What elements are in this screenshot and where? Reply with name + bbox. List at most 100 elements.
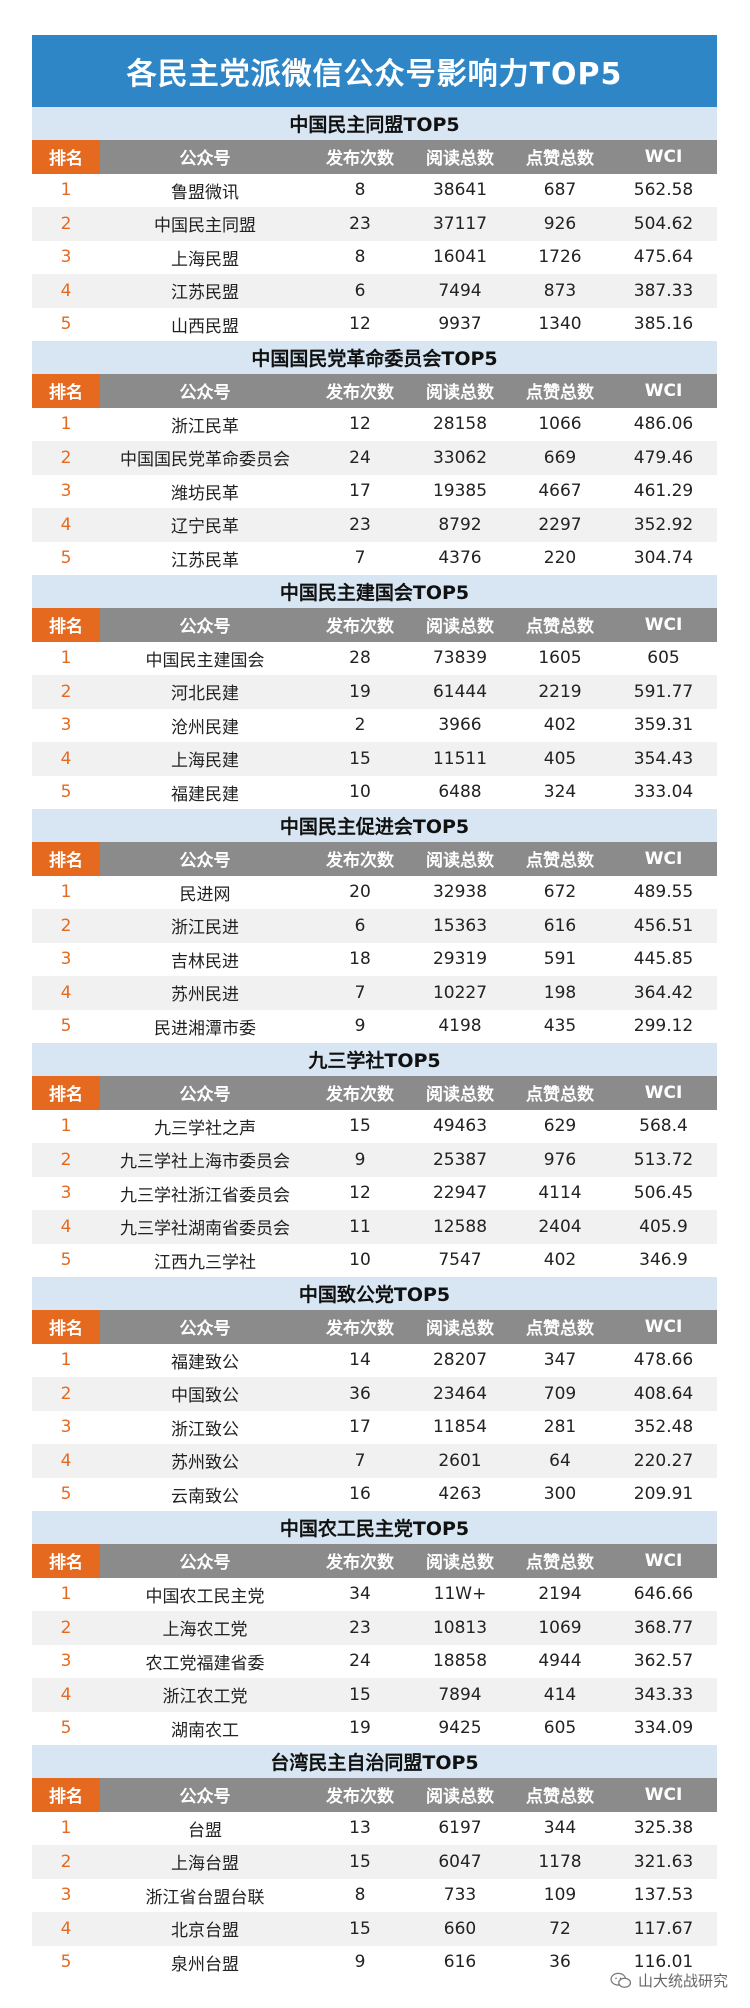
cell-wci: 506.45 xyxy=(633,1183,694,1204)
cell-rank: 3 xyxy=(60,247,72,268)
cell-likes: 435 xyxy=(543,1016,577,1037)
cell-wci: 334.09 xyxy=(633,1718,694,1739)
table-row: 3 九三学社浙江省委员会 12 22947 4114 506.45 xyxy=(32,1177,717,1211)
header-likes: 点赞总数 xyxy=(526,1553,594,1574)
cell-rank: 1 xyxy=(60,1584,72,1605)
cell-likes: 4667 xyxy=(538,481,582,502)
table-header: 排名 公众号 发布次数 阅读总数 点赞总数 WCI xyxy=(32,1310,717,1344)
cell-posts: 34 xyxy=(349,1584,371,1605)
header-posts: 发布次数 xyxy=(326,1553,394,1574)
cell-reads: 2601 xyxy=(438,1450,482,1471)
wechat-icon xyxy=(610,1972,632,1988)
table-row: 3 农工党福建省委 24 18858 4944 362.57 xyxy=(32,1645,717,1679)
table-header: 排名 公众号 发布次数 阅读总数 点赞总数 WCI xyxy=(32,140,717,174)
cell-posts: 7 xyxy=(354,982,366,1003)
cell-wci: 479.46 xyxy=(633,447,694,468)
cell-account: 中国民主同盟 xyxy=(154,216,256,237)
cell-reads: 11854 xyxy=(432,1417,488,1438)
cell-account: 九三学社之声 xyxy=(154,1118,256,1139)
cell-reads: 9425 xyxy=(438,1718,482,1739)
table-row: 3 浙江致公 17 11854 281 352.48 xyxy=(32,1411,717,1445)
cell-likes: 405 xyxy=(543,748,577,769)
header-account: 公众号 xyxy=(179,1553,231,1574)
header-rank: 排名 xyxy=(32,1076,100,1110)
cell-posts: 17 xyxy=(349,481,371,502)
table-row: 3 上海民盟 8 16041 1726 475.64 xyxy=(32,241,717,275)
cell-likes: 2404 xyxy=(538,1216,582,1237)
cell-rank: 1 xyxy=(60,1818,72,1839)
table-row: 3 浙江省台盟台联 8 733 109 137.53 xyxy=(32,1879,717,1913)
header-posts: 发布次数 xyxy=(326,1787,394,1808)
cell-reads: 32938 xyxy=(432,882,488,903)
cell-reads: 9937 xyxy=(438,314,482,335)
cell-posts: 9 xyxy=(354,1149,366,1170)
cell-rank: 4 xyxy=(60,1450,72,1471)
cell-likes: 2194 xyxy=(538,1584,582,1605)
table-row: 2 上海台盟 15 6047 1178 321.63 xyxy=(32,1845,717,1879)
section-title: 中国民主促进会TOP5 xyxy=(32,809,717,842)
cell-rank: 1 xyxy=(60,1116,72,1137)
cell-likes: 1605 xyxy=(538,648,582,669)
cell-wci: 408.64 xyxy=(633,1383,694,1404)
table-row: 5 江苏民革 7 4376 220 304.74 xyxy=(32,542,717,576)
cell-rank: 4 xyxy=(60,1684,72,1705)
header-rank: 排名 xyxy=(32,140,100,174)
cell-reads: 28207 xyxy=(432,1350,488,1371)
cell-likes: 1178 xyxy=(538,1851,582,1872)
header-account: 公众号 xyxy=(179,383,231,404)
table-row: 4 上海民建 15 11511 405 354.43 xyxy=(32,742,717,776)
cell-account: 北京台盟 xyxy=(171,1921,239,1942)
cell-likes: 36 xyxy=(549,1952,571,1973)
cell-posts: 15 xyxy=(349,1918,371,1939)
header-posts: 发布次数 xyxy=(326,1085,394,1106)
cell-rank: 5 xyxy=(60,1952,72,1973)
cell-rank: 2 xyxy=(60,1383,72,1404)
cell-wci: 461.29 xyxy=(633,481,694,502)
cell-posts: 6 xyxy=(354,280,366,301)
header-reads: 阅读总数 xyxy=(426,1553,494,1574)
cell-reads: 15363 xyxy=(432,915,488,936)
cell-likes: 414 xyxy=(543,1684,577,1705)
cell-account: 中国致公 xyxy=(171,1386,239,1407)
cell-wci: 354.43 xyxy=(633,748,694,769)
table-row: 1 浙江民革 12 28158 1066 486.06 xyxy=(32,408,717,442)
cell-wci: 456.51 xyxy=(633,915,694,936)
header-posts: 发布次数 xyxy=(326,383,394,404)
cell-likes: 709 xyxy=(543,1383,577,1404)
table-row: 5 湖南农工 19 9425 605 334.09 xyxy=(32,1712,717,1746)
cell-likes: 687 xyxy=(543,180,577,201)
cell-wci: 220.27 xyxy=(633,1450,694,1471)
cell-rank: 3 xyxy=(60,1417,72,1438)
cell-reads: 8792 xyxy=(438,514,482,535)
cell-wci: 513.72 xyxy=(633,1149,694,1170)
header-wci: WCI xyxy=(644,614,683,635)
header-posts: 发布次数 xyxy=(326,1319,394,1340)
cell-reads: 19385 xyxy=(432,481,488,502)
cell-reads: 10227 xyxy=(432,982,488,1003)
cell-likes: 591 xyxy=(543,949,577,970)
cell-rank: 2 xyxy=(60,213,72,234)
cell-wci: 387.33 xyxy=(633,280,694,301)
cell-rank: 5 xyxy=(60,314,72,335)
table-row: 1 台盟 13 6197 344 325.38 xyxy=(32,1812,717,1846)
table-row: 5 江西九三学社 10 7547 402 346.9 xyxy=(32,1244,717,1278)
header-rank: 排名 xyxy=(32,1778,100,1812)
table-header: 排名 公众号 发布次数 阅读总数 点赞总数 WCI xyxy=(32,842,717,876)
cell-wci: 352.48 xyxy=(633,1417,694,1438)
cell-likes: 976 xyxy=(543,1149,577,1170)
cell-reads: 11511 xyxy=(432,748,488,769)
cell-reads: 3966 xyxy=(438,715,482,736)
cell-reads: 25387 xyxy=(432,1149,488,1170)
cell-posts: 19 xyxy=(349,681,371,702)
cell-reads: 4376 xyxy=(438,548,482,569)
cell-reads: 16041 xyxy=(432,247,488,268)
cell-rank: 5 xyxy=(60,782,72,803)
cell-account: 泉州台盟 xyxy=(171,1954,239,1975)
cell-account: 九三学社浙江省委员会 xyxy=(120,1185,290,1206)
cell-reads: 6047 xyxy=(438,1851,482,1872)
cell-posts: 15 xyxy=(349,1851,371,1872)
table-row: 2 中国致公 36 23464 709 408.64 xyxy=(32,1377,717,1411)
cell-posts: 7 xyxy=(354,1450,366,1471)
cell-rank: 2 xyxy=(60,1617,72,1638)
cell-wci: 364.42 xyxy=(633,982,694,1003)
